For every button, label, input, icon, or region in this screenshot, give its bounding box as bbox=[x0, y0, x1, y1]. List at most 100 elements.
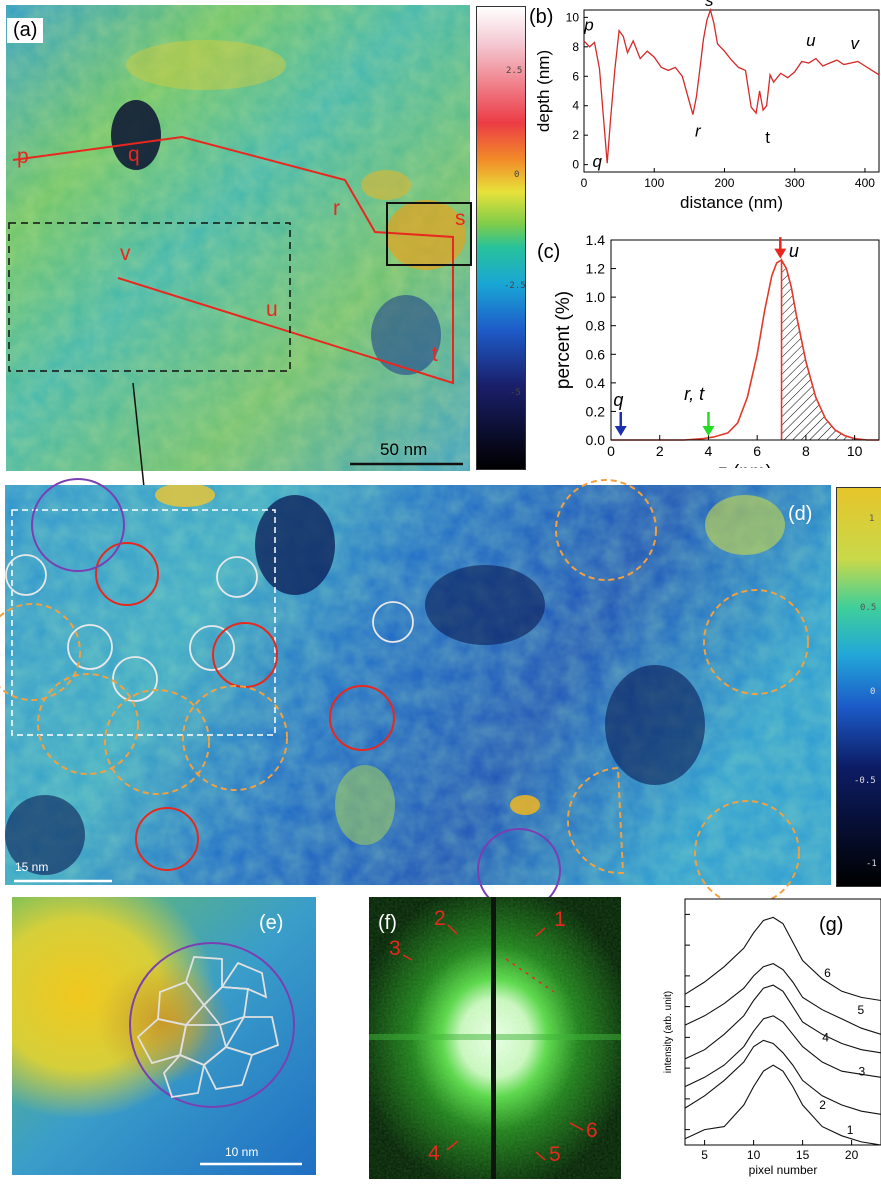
panel-d-topography bbox=[5, 485, 831, 885]
y-tick-label: 4 bbox=[572, 99, 579, 113]
colorbar-d-tick: -1 bbox=[866, 859, 877, 869]
x-axis-label: distance (nm) bbox=[680, 193, 783, 212]
x-axis-label: pixel number bbox=[749, 1163, 818, 1177]
x-tick-label: 400 bbox=[855, 176, 875, 190]
y-tick-label: 10 bbox=[566, 10, 580, 24]
purple-circle-e bbox=[129, 942, 295, 1108]
intensity-curve-3 bbox=[684, 1015, 881, 1088]
scalebar-e-label: 10 nm bbox=[225, 1145, 259, 1159]
y-tick-label: 2 bbox=[572, 128, 579, 142]
x-tick-label: 4 bbox=[705, 443, 713, 459]
q-annotation: q bbox=[613, 390, 623, 410]
x-tick-label: 200 bbox=[714, 176, 734, 190]
x-tick-label: 10 bbox=[847, 443, 863, 459]
scalebar-d-label: 15 nm bbox=[15, 860, 49, 874]
colorbar-a-tick: 2.5 bbox=[506, 66, 523, 76]
panel-c-label: (c) bbox=[537, 241, 561, 263]
rt-annotation: r, t bbox=[684, 384, 705, 404]
y-tick-label: 0 bbox=[572, 158, 579, 172]
y-tick-label: 1.2 bbox=[586, 261, 606, 277]
curve-label: 6 bbox=[824, 966, 831, 980]
x-tick-label: 10 bbox=[747, 1148, 761, 1162]
panel-a-topography bbox=[6, 5, 470, 471]
profile-point-label: t bbox=[765, 128, 770, 147]
intensity-curve-5 bbox=[684, 962, 881, 1035]
profile-point-label: u bbox=[806, 31, 816, 50]
panel-e-zoom bbox=[12, 897, 316, 1175]
point-q-label: q bbox=[128, 143, 140, 166]
profile-point-label: s bbox=[705, 0, 714, 10]
colorbar-a-tick: -5 bbox=[510, 388, 521, 398]
panel-g-label: (g) bbox=[819, 914, 843, 936]
u-annotation: u bbox=[789, 241, 799, 261]
fft-spot-2: 2 bbox=[434, 907, 446, 930]
y-tick-label: 0.0 bbox=[586, 432, 606, 448]
panel-c-chart: 0 2 4 6 8 10 0.0 0.2 0.4 0.6 0.8 1.0 1.2 1.4 z (nm) per… bbox=[553, 232, 880, 468]
hatched-area-above-peak bbox=[781, 258, 879, 441]
x-tick-label: 6 bbox=[753, 443, 761, 459]
curve-label: 2 bbox=[819, 1098, 826, 1112]
point-t-label: t bbox=[432, 343, 438, 366]
colorbar-d-tick: 1 bbox=[869, 514, 875, 524]
curve-label: 4 bbox=[822, 1031, 829, 1045]
colorbar-a-tick: -2.5 bbox=[504, 281, 526, 291]
red-dashed-marker bbox=[505, 958, 555, 993]
y-tick-label: 0.4 bbox=[586, 375, 606, 391]
y-tick-label: 1.4 bbox=[586, 232, 606, 248]
point-v-label: v bbox=[120, 242, 131, 265]
depth-profile-line bbox=[583, 7, 880, 164]
x-tick-label: 100 bbox=[644, 176, 664, 190]
intensity-curve-1 bbox=[684, 1064, 881, 1146]
curve-label: 1 bbox=[847, 1123, 854, 1137]
point-s-label: s bbox=[455, 207, 466, 230]
scalebar-a-label: 50 nm bbox=[380, 440, 428, 459]
y-tick-label: 8 bbox=[572, 40, 579, 54]
y-tick-label: 0.6 bbox=[586, 346, 606, 362]
x-tick-label: 8 bbox=[802, 443, 810, 459]
colorbar-d bbox=[836, 487, 881, 887]
panel-a-label: (a) bbox=[7, 18, 44, 43]
curve-label: 3 bbox=[858, 1064, 865, 1078]
q-arrow-head bbox=[614, 426, 627, 436]
profile-point-label: v bbox=[851, 34, 861, 53]
y-axis-label: intensity (arb. unit) bbox=[663, 991, 674, 1073]
y-axis-label: percent (%) bbox=[553, 291, 574, 389]
height-distribution-line bbox=[611, 258, 879, 441]
panel-b-label: (b) bbox=[529, 6, 554, 28]
y-tick-label: 6 bbox=[572, 69, 579, 83]
point-p-label: p bbox=[17, 145, 29, 168]
x-tick-label: 300 bbox=[785, 176, 805, 190]
panel-f-label: (f) bbox=[378, 912, 397, 934]
profile-point-label: r bbox=[695, 122, 702, 141]
colorbar-a-tick: 0 bbox=[514, 170, 520, 180]
y-axis-label: depth (nm) bbox=[534, 50, 553, 132]
intensity-curve-6 bbox=[684, 916, 881, 1002]
fft-spot-3: 3 bbox=[389, 937, 401, 960]
panel-e-label: (e) bbox=[259, 912, 284, 934]
x-axis-label: z (nm) bbox=[718, 462, 772, 468]
panel-f-fft bbox=[369, 897, 621, 1179]
colorbar-d-tick: 0 bbox=[870, 687, 876, 697]
u-arrow-head bbox=[774, 248, 787, 259]
panel-d-label: (d) bbox=[788, 503, 813, 525]
profile-point-label: p bbox=[583, 16, 593, 35]
plot-frame-c bbox=[610, 239, 880, 441]
x-tick-label: 20 bbox=[845, 1148, 859, 1162]
rt-arrow-head bbox=[702, 426, 715, 436]
intensity-curve-4 bbox=[684, 984, 881, 1060]
point-u-label: u bbox=[266, 298, 278, 321]
fft-spot-6: 6 bbox=[586, 1119, 598, 1142]
x-tick-label: 0 bbox=[607, 443, 615, 459]
y-tick-label: 0.2 bbox=[586, 403, 606, 419]
colorbar-d-tick: -0.5 bbox=[854, 776, 876, 786]
fft-spot-1: 1 bbox=[554, 908, 566, 931]
fft-spot-5: 5 bbox=[549, 1143, 561, 1166]
pentagon-tiling bbox=[136, 956, 280, 1099]
y-tick-label: 0.8 bbox=[586, 318, 606, 334]
colorbar-a bbox=[476, 6, 526, 470]
x-tick-label: 2 bbox=[656, 443, 664, 459]
x-tick-label: 0 bbox=[581, 176, 588, 190]
profile-point-label: q bbox=[592, 152, 602, 171]
curve-label: 5 bbox=[857, 1003, 864, 1017]
